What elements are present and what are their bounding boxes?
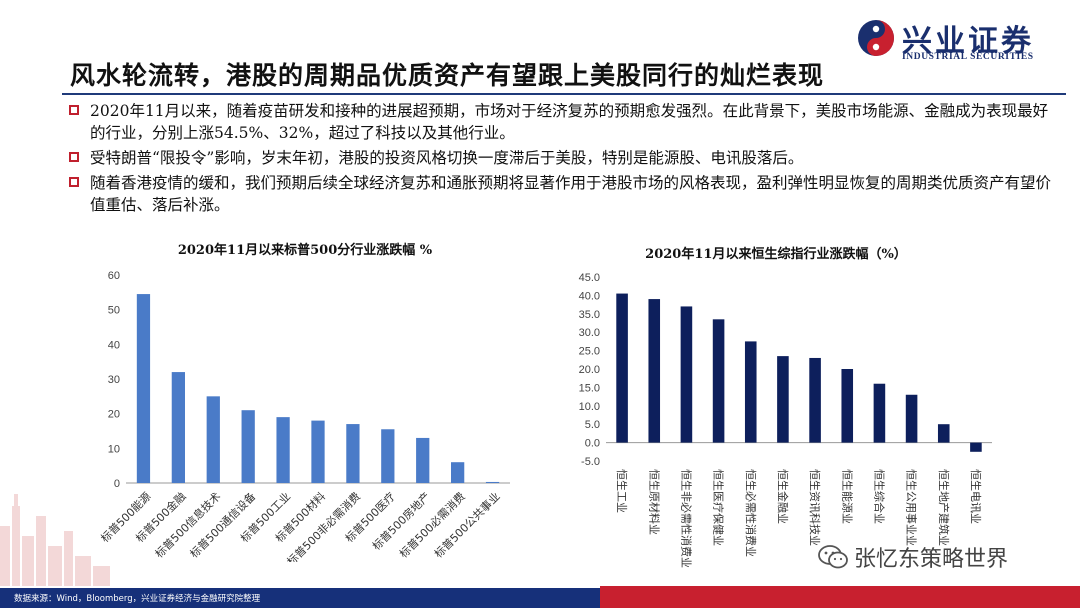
- category-label: 恒生地产建筑业: [937, 469, 951, 546]
- bullet-item: 受特朗普“限投令”影响，岁末年初，港股的投资风格切换一度滞后于美股，特别是能源股…: [68, 147, 1058, 169]
- data-source-note: 数据来源：Wind，Bloomberg，兴业证券经济与金融研究院整理: [14, 594, 261, 604]
- y-tick-label: 20: [108, 409, 120, 421]
- hsci-sector-chart-svg: 2020年11月以来恒生综指行业涨跌幅（%） -5.0 0.0 5.0 10.0 15.…: [579, 246, 992, 568]
- category-label: 恒生原材料业: [647, 469, 661, 535]
- y-tick-label: 40: [108, 339, 120, 351]
- y-tick-label: 35.0: [579, 309, 600, 321]
- watermark: 张忆东策略世界: [818, 540, 1008, 574]
- bullet-square-icon: [69, 105, 79, 115]
- bullet-square-icon: [69, 177, 79, 187]
- y-tick-label: 45.0: [579, 272, 600, 284]
- bar: [680, 306, 693, 443]
- y-tick-label: -5.0: [581, 456, 600, 468]
- category-label: 标普500公共事业: [431, 489, 502, 560]
- y-tick-label: 0.0: [585, 438, 600, 450]
- category-label: 恒生资讯科技业: [808, 469, 822, 546]
- y-tick-label: 40.0: [579, 290, 600, 302]
- bar: [777, 356, 789, 443]
- title-divider: [62, 93, 1066, 95]
- bar: [809, 357, 821, 443]
- category-label: 恒生能源业: [840, 469, 854, 524]
- y-tick-label: 30: [108, 374, 120, 386]
- category-label: 恒生电讯业: [969, 469, 983, 524]
- logo-name-cn: 兴业证券: [902, 24, 1034, 59]
- y-tick-label: 5.0: [585, 419, 600, 431]
- y-tick-label: 0: [114, 478, 120, 490]
- bar: [970, 442, 982, 452]
- category-label: 恒生必需性消费业: [744, 469, 758, 557]
- city-skyline-icon: [0, 494, 110, 586]
- bar: [311, 420, 325, 483]
- category-label: 恒生非必需性消费业: [679, 469, 693, 568]
- bar: [276, 417, 290, 483]
- bar: [937, 424, 950, 443]
- bar: [712, 319, 725, 443]
- category-label: 恒生综合业: [872, 469, 886, 524]
- sp500-sector-chart-svg: 2020年11月以来标普500分行业涨跌幅 % 0 10 20 30 40 50 60 标普5…: [98, 242, 510, 562]
- category-label: 恒生公用事业业: [905, 469, 919, 546]
- bar: [744, 341, 757, 443]
- category-label: 标普500通信设备: [187, 489, 258, 560]
- y-tick-label: 60: [108, 270, 120, 282]
- category-label: 恒生工业: [615, 469, 629, 513]
- bullet-item: 随着香港疫情的缓和，我们预期后续全球经济复苏和通胀预期将显著作用于港股市场的风格…: [68, 172, 1058, 216]
- bullet-text: 2020年11月以来，随着疫苗研发和接种的进展超预期，市场对于经济复苏的预期愈发…: [90, 102, 1049, 142]
- bullet-square-icon: [69, 152, 79, 162]
- footer-bar: 数据来源：Wind，Bloomberg，兴业证券经济与金融研究院整理: [0, 586, 1080, 608]
- y-tick-label: 30.0: [579, 327, 600, 339]
- y-tick-label: 10: [108, 443, 120, 455]
- bar: [416, 437, 430, 483]
- bar: [381, 429, 395, 483]
- bar: [616, 293, 628, 443]
- watermark-text: 张忆东策略世界: [854, 547, 1009, 572]
- wechat-icon: [818, 545, 848, 569]
- category-label: 标普500信息技术: [152, 489, 223, 560]
- chart-title: 2020年11月以来标普500分行业涨跌幅 %: [178, 242, 433, 258]
- bar: [905, 394, 918, 443]
- bar: [241, 410, 255, 483]
- company-logo: 兴业证券 INDUSTRIAL SECURITIES: [856, 16, 1068, 64]
- chart-title: 2020年11月以来恒生综指行业涨跌幅（%）: [645, 246, 907, 262]
- y-tick-label: 20.0: [579, 364, 600, 376]
- y-tick-label: 50: [108, 305, 120, 317]
- footer-red-band: [600, 586, 1080, 608]
- sp500-sector-chart: 2020年11月以来标普500分行业涨跌幅 % 0 10 20 30 40 50 60 标普5…: [70, 232, 520, 562]
- bar: [346, 424, 360, 483]
- category-label: 恒生医疗保健业: [712, 469, 726, 546]
- bullet-list: 2020年11月以来，随着疫苗研发和接种的进展超预期，市场对于经济复苏的预期愈发…: [68, 100, 1058, 219]
- bar: [485, 481, 500, 483]
- y-tick-label: 25.0: [579, 346, 600, 358]
- bar: [873, 383, 886, 443]
- slide-title: 风水轮流转，港股的周期品优质资产有望跟上美股同行的灿烂表现: [70, 61, 825, 90]
- hsci-sector-chart: 2020年11月以来恒生综指行业涨跌幅（%） -5.0 0.0 5.0 10.0 15.…: [548, 238, 1008, 568]
- bar: [841, 369, 854, 443]
- bar: [136, 294, 151, 483]
- category-label: 标普500必需消费: [396, 489, 467, 560]
- bar: [648, 299, 661, 443]
- company-logo-icon: [858, 20, 894, 56]
- bullet-text: 随着香港疫情的缓和，我们预期后续全球经济复苏和通胀预期将显著作用于港股市场的风格…: [90, 174, 1052, 214]
- bar: [451, 462, 465, 483]
- y-tick-label: 15.0: [579, 382, 600, 394]
- bullet-item: 2020年11月以来，随着疫苗研发和接种的进展超预期，市场对于经济复苏的预期愈发…: [68, 100, 1058, 144]
- category-label: 恒生金融业: [776, 469, 790, 524]
- y-tick-label: 10.0: [579, 401, 600, 413]
- logo-name-en: INDUSTRIAL SECURITIES: [902, 52, 1034, 62]
- bar: [171, 372, 185, 483]
- bullet-text: 受特朗普“限投令”影响，岁末年初，港股的投资风格切换一度滞后于美股，特别是能源股…: [90, 149, 804, 167]
- bar: [206, 396, 220, 483]
